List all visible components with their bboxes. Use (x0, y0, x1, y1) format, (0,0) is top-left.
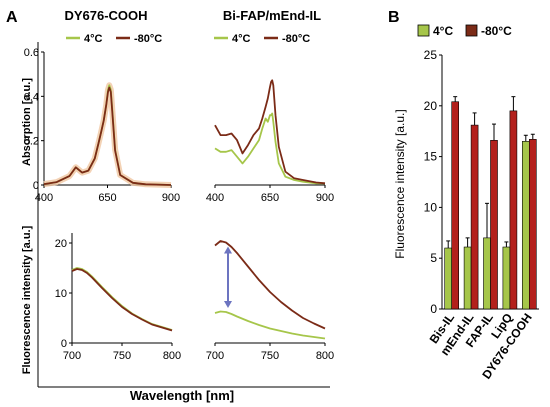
a1-xtick-label: 650 (98, 192, 116, 204)
a3-ytick-label: 0 (61, 338, 67, 350)
a1-ytick-label: 0.2 (24, 136, 39, 148)
a1-xtick-label: 400 (35, 192, 53, 204)
difference-arrow-head-top (224, 246, 232, 254)
bar-cold (444, 247, 453, 310)
legend-b-label-cold: 4°C (433, 24, 453, 38)
bar-frozen (528, 139, 537, 310)
a4-xtick-label: 700 (206, 350, 224, 362)
a3-xtick-label: 800 (163, 350, 181, 362)
difference-arrow-head-bottom (224, 301, 232, 308)
a2-series-frozen (214, 79, 326, 185)
bar-frozen (451, 101, 460, 310)
a2-xtick-label: 900 (316, 192, 334, 204)
legend-a2-label-cold: 4°C (232, 33, 251, 45)
bar-frozen (470, 124, 479, 310)
bar-frozen (509, 110, 518, 310)
ylabel-fluorescence-a: Fluorescence intensity [a.u.] (21, 225, 33, 374)
title-bi-fap-mend-il: Bi-FAP/mEnd-IL (223, 8, 321, 23)
plot-bar-fluorescence: 0510152025Bis-ILmEnd-ILFAP-ILLipQDY676-C… (424, 48, 539, 382)
ylabel-fluorescence-b: Fluorescence intensity [a.u.] (393, 109, 407, 258)
legend-a2: 4°C -80°C (214, 33, 310, 45)
a1-ytick-label: 0 (33, 180, 39, 192)
panel-letter-b: B (388, 9, 400, 26)
legend-a1-label-cold: 4°C (84, 33, 103, 45)
a1-xtick-label: 900 (162, 192, 180, 204)
bar-frozen (490, 140, 498, 310)
bar-cold (463, 246, 472, 310)
title-dy676-cooh: DY676-COOH (64, 8, 147, 23)
b-ytick-label: 10 (424, 200, 438, 214)
legend-a1-label-frozen: -80°C (134, 33, 162, 45)
a4-series-frozen (214, 240, 326, 330)
a3-ytick-label: 20 (55, 238, 67, 250)
a1-ytick-label: 0.4 (24, 91, 39, 103)
b-ytick-label: 20 (424, 99, 438, 113)
a1-ytick-label: 0.6 (24, 47, 39, 59)
legend-b-swatch-frozen (465, 24, 478, 37)
legend-a2-label-frozen: -80°C (282, 33, 310, 45)
a3-series-cold (71, 267, 173, 331)
plot-dy676-absorption: 0 0.2 0.4 0.6 400 650 900 (24, 47, 180, 204)
legend-b-swatch-cold (417, 24, 430, 37)
panel-letter-a: A (6, 9, 18, 26)
bar-cold (483, 237, 491, 310)
b-ytick-label: 0 (430, 302, 437, 316)
b-ytick-label: 5 (430, 251, 437, 265)
legend-b-label-frozen: -80°C (481, 24, 512, 38)
plot-dy676-fluorescence: 0 10 20 700 750 800 (55, 233, 181, 362)
legend-b: 4°C -80°C (417, 24, 512, 38)
a3-xtick-label: 700 (63, 350, 81, 362)
a1-series-frozen (43, 86, 172, 186)
plot-bi-fap-fluorescence: 700 750 800 (206, 240, 334, 362)
plot-bi-fap-absorption: 400 650 900 (206, 79, 334, 204)
a3-series-frozen (71, 268, 173, 332)
a4-xtick-label: 800 (316, 350, 334, 362)
b-ytick-label: 15 (424, 150, 438, 164)
a2-series-cold (214, 112, 325, 185)
ylabel-absorption: Absorption [a.u.] (21, 78, 33, 166)
a4-xtick-label: 750 (261, 350, 279, 362)
a2-xtick-label: 650 (261, 192, 279, 204)
legend-a1: 4°C -80°C (66, 33, 162, 45)
xlabel-wavelength: Wavelength [nm] (130, 388, 234, 403)
a2-xtick-label: 400 (206, 192, 224, 204)
panel-a-bracket (37, 42, 330, 388)
a3-ytick-label: 10 (55, 288, 67, 300)
bar-cold (502, 246, 511, 310)
a4-series-cold (214, 310, 326, 340)
a3-xtick-label: 750 (113, 350, 131, 362)
bar-cold (521, 141, 530, 310)
b-ytick-label: 25 (424, 48, 438, 62)
